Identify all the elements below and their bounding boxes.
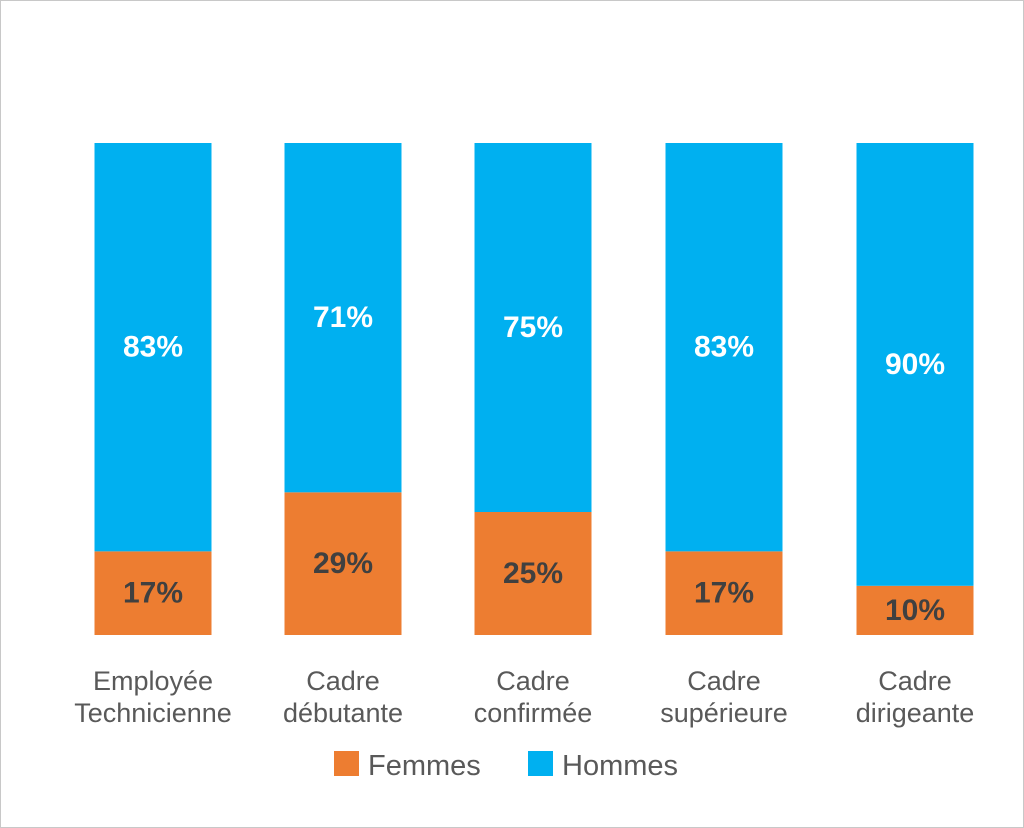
bar-hommes-1 bbox=[94, 143, 212, 552]
bar-femmes-4 bbox=[665, 551, 783, 635]
data-label-femmes-3: 25% bbox=[503, 557, 563, 590]
data-label-hommes-4: 83% bbox=[694, 331, 754, 364]
category-label-line: Cadre bbox=[878, 666, 952, 696]
bar-hommes-3 bbox=[474, 143, 592, 512]
bar-femmes-3 bbox=[474, 512, 592, 635]
category-label-line: Cadre bbox=[496, 666, 570, 696]
category-label-line: Cadre bbox=[306, 666, 380, 696]
data-label-hommes-1: 83% bbox=[123, 331, 183, 364]
category-label-1: Employée Technicienne bbox=[74, 666, 232, 728]
data-label-femmes-4: 17% bbox=[694, 577, 754, 610]
bar-femmes-1 bbox=[94, 551, 212, 635]
category-label-line: débutante bbox=[283, 698, 403, 728]
data-label-femmes-5: 10% bbox=[885, 594, 945, 627]
category-label-5: Cadre dirigeante bbox=[856, 666, 975, 728]
category-label-line: dirigeante bbox=[856, 698, 975, 728]
category-label-line: Technicienne bbox=[74, 698, 232, 728]
legend-label-hommes: Hommes bbox=[562, 750, 678, 782]
category-label-line: supérieure bbox=[660, 698, 788, 728]
bar-hommes-5 bbox=[856, 143, 974, 586]
data-label-femmes-1: 17% bbox=[123, 577, 183, 610]
bar-hommes-2 bbox=[284, 143, 402, 493]
bar-femmes-2 bbox=[284, 492, 402, 635]
data-label-femmes-2: 29% bbox=[313, 547, 373, 580]
legend-label-femmes: Femmes bbox=[368, 750, 481, 782]
category-label-line: Cadre bbox=[687, 666, 761, 696]
data-label-hommes-2: 71% bbox=[313, 301, 373, 334]
category-label-2: Cadre débutante bbox=[283, 666, 403, 728]
category-label-3: Cadre confirmée bbox=[474, 666, 593, 728]
legend-swatch-hommes bbox=[528, 751, 553, 776]
bar-femmes-5 bbox=[856, 585, 974, 635]
category-label-line: confirmée bbox=[474, 698, 593, 728]
legend-swatch-femmes bbox=[334, 751, 359, 776]
category-label-line: Employée bbox=[93, 666, 213, 696]
bar-hommes-4 bbox=[665, 143, 783, 552]
data-label-hommes-5: 90% bbox=[885, 348, 945, 381]
category-label-4: Cadre supérieure bbox=[660, 666, 788, 728]
data-label-hommes-3: 75% bbox=[503, 311, 563, 344]
